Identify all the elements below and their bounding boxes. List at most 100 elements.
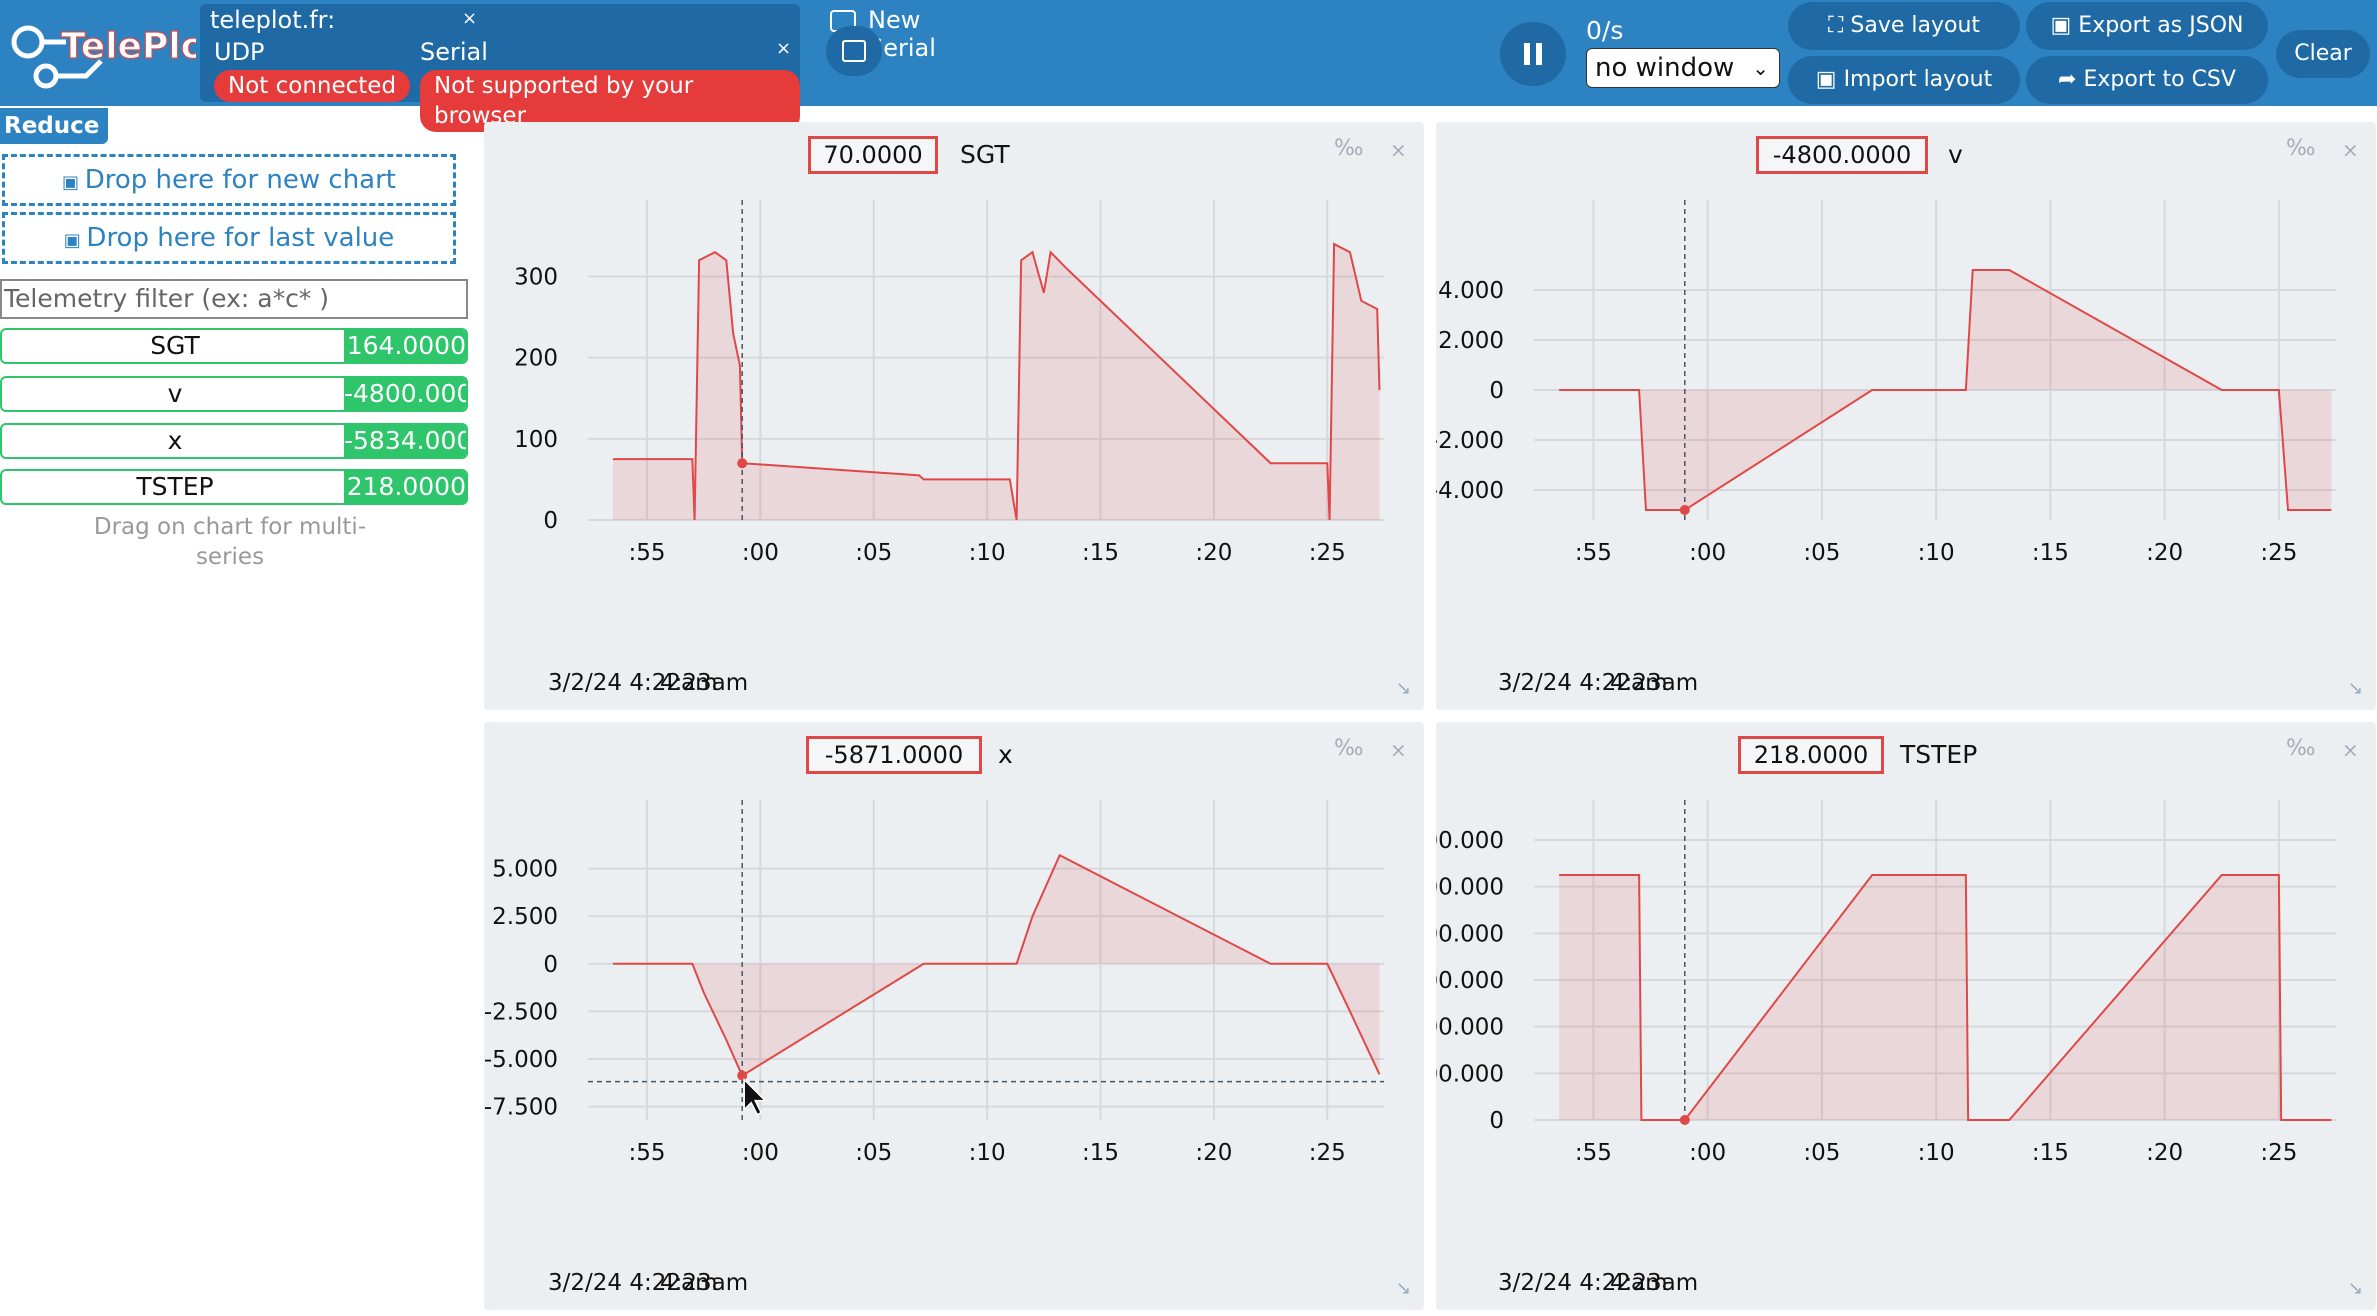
- resize-icon[interactable]: ↘: [1396, 1278, 1412, 1299]
- close-icon[interactable]: ×: [2342, 738, 2359, 762]
- y-tick-label: 0: [543, 952, 558, 978]
- x-tick-label: :20: [2146, 540, 2183, 566]
- y-tick-label: 00.000: [1436, 921, 1504, 947]
- save-layout-button[interactable]: ⛶ Save layout: [1788, 2, 2020, 50]
- x-tick-label: :10: [1918, 540, 1955, 566]
- export-csv-button[interactable]: ➦ Export to CSV: [2026, 56, 2268, 104]
- series-line: [1559, 269, 2332, 511]
- y-tick-label: 00.000: [1436, 828, 1504, 854]
- chart-panel-tstep[interactable]: 218.0000 TSTEP ‰ × :55:00:05:10:15:20:25…: [1436, 722, 2376, 1310]
- telemetry-value: -5834.000: [344, 425, 466, 457]
- telemetry-item-tstep[interactable]: TSTEP 218.0000: [0, 469, 468, 505]
- telemetry-item-sgt[interactable]: SGT 164.0000: [0, 328, 468, 364]
- chart-panel-x[interactable]: -5871.0000 x ‰ × :55:00:05:10:15:20:25 5.…: [484, 722, 1424, 1310]
- close-icon[interactable]: ×: [1390, 738, 1407, 762]
- mouse-cursor-icon: [743, 1077, 768, 1116]
- resize-icon[interactable]: ↘: [2348, 1278, 2364, 1299]
- chart-panel-sgt[interactable]: 70.0000 SGT ‰ × :55:00:05:10:15:20:25 300…: [484, 122, 1424, 710]
- series-area: [612, 244, 1380, 520]
- x-tick-label: :10: [969, 540, 1006, 566]
- y-tick-label: 2.000: [1438, 328, 1504, 354]
- x-tick-label: :55: [628, 540, 665, 566]
- close-host-icon[interactable]: ×: [462, 8, 478, 29]
- per-mille-icon[interactable]: ‰: [2286, 136, 2316, 161]
- share-icon: ➦: [2058, 67, 2084, 92]
- drop-new-chart-zone[interactable]: ▣ Drop here for new chart: [2, 154, 456, 206]
- window-select-value: no window: [1595, 53, 1735, 83]
- telemetry-value: -4800.000: [344, 378, 466, 410]
- telemetry-item-v[interactable]: v -4800.000: [0, 376, 468, 412]
- x-tick-label: :20: [1195, 1140, 1232, 1166]
- reduce-button[interactable]: Reduce: [0, 108, 108, 144]
- chart-plot[interactable]: :55:00:05:10:15:20:254.0002.0000-2.000-4…: [1436, 122, 2376, 710]
- y-tick-label: -4.000: [1436, 478, 1504, 504]
- serial-plug-icon: [842, 40, 866, 62]
- chart-plot[interactable]: :55:00:05:10:15:20:25 00.000 00.000 00.000 0…: [1436, 722, 2376, 1310]
- telemetry-item-x[interactable]: x -5834.000: [0, 423, 468, 459]
- series-area: [1559, 875, 2332, 1120]
- close-icon[interactable]: ×: [1390, 138, 1407, 162]
- cursor-point: [1679, 1115, 1690, 1125]
- udp-status-badge: Not connected: [214, 70, 411, 102]
- chart-time-label: 4:23am: [1610, 670, 1699, 696]
- telemetry-name: v: [167, 379, 183, 408]
- x-tick-label: :10: [969, 1140, 1006, 1166]
- y-tick-label: 00.000: [1436, 875, 1504, 901]
- value-icon: ▣: [63, 230, 87, 251]
- series-line: [612, 242, 1381, 521]
- close-serial-icon[interactable]: ×: [776, 38, 792, 59]
- add-connection-button[interactable]: [826, 26, 882, 76]
- json-icon: ▣: [2050, 13, 2079, 38]
- cursor-point: [737, 458, 748, 469]
- resize-icon[interactable]: ↘: [2348, 678, 2364, 699]
- y-tick-label: 00.000: [1436, 968, 1504, 994]
- x-tick-label: :55: [1575, 1140, 1612, 1166]
- telemetry-filter-input[interactable]: Telemetry filter (ex: a*c* ): [0, 279, 468, 319]
- telemetry-value: 218.0000: [344, 471, 466, 503]
- per-mille-icon[interactable]: ‰: [1334, 136, 1364, 161]
- x-tick-label: :20: [1195, 540, 1232, 566]
- series-line: [1559, 874, 2332, 1121]
- y-tick-label: 00.000: [1436, 1015, 1504, 1041]
- y-tick-label: 100: [514, 427, 558, 453]
- x-tick-label: :05: [1803, 540, 1840, 566]
- y-tick-label: 0: [1489, 1108, 1504, 1134]
- series-area: [1559, 270, 2332, 510]
- export-json-button[interactable]: ▣ Export as JSON: [2026, 2, 2268, 50]
- chart-date-label: 3/2/24 4:22am: [548, 670, 718, 696]
- series-area: [612, 855, 1380, 1076]
- window-select[interactable]: no window ⌄: [1586, 48, 1780, 88]
- per-mille-icon[interactable]: ‰: [2286, 736, 2316, 761]
- series-line: [612, 853, 1381, 1078]
- per-mille-icon[interactable]: ‰: [1334, 736, 1364, 761]
- chart-title: TSTEP: [1900, 740, 1978, 769]
- connection-host: teleplot.fr:: [210, 6, 336, 34]
- telemetry-name: x: [167, 426, 183, 455]
- x-tick-label: :15: [2032, 1140, 2069, 1166]
- pause-button[interactable]: [1500, 22, 1566, 86]
- chart-time-label: 4:23am: [1610, 1270, 1699, 1296]
- y-tick-label: 300: [514, 265, 558, 291]
- y-tick-label: 0: [543, 508, 558, 534]
- drop-last-value-zone[interactable]: ▣ Drop here for last value: [2, 212, 456, 264]
- x-tick-label: :25: [2260, 1140, 2297, 1166]
- chart-plot[interactable]: :55:00:05:10:15:20:255.0002.5000-2.500-5…: [484, 722, 1424, 1310]
- chart-plot[interactable]: :55:00:05:10:15:20:25 300 200 100 0: [484, 122, 1424, 710]
- chart-title: x: [998, 740, 1013, 769]
- serial-status-badge: Not supported by your browser: [420, 70, 800, 132]
- expand-icon: ⛶: [1827, 13, 1851, 38]
- cursor-point: [737, 1070, 748, 1081]
- close-icon[interactable]: ×: [2342, 138, 2359, 162]
- resize-icon[interactable]: ↘: [1396, 678, 1412, 699]
- import-icon: ▣: [1815, 67, 1844, 92]
- x-tick-label: :10: [1918, 1140, 1955, 1166]
- chart-icon: ▣: [61, 172, 85, 193]
- chart-panel-v[interactable]: -4800.0000 v ‰ × :55:00:05:10:15:20:25 4.…: [1436, 122, 2376, 710]
- clear-button[interactable]: Clear: [2276, 30, 2370, 78]
- import-layout-button[interactable]: ▣ Import layout: [1788, 56, 2020, 104]
- y-tick-label: -2.500: [484, 999, 558, 1025]
- chart-title: v: [1948, 140, 1963, 169]
- x-tick-label: :55: [628, 1140, 665, 1166]
